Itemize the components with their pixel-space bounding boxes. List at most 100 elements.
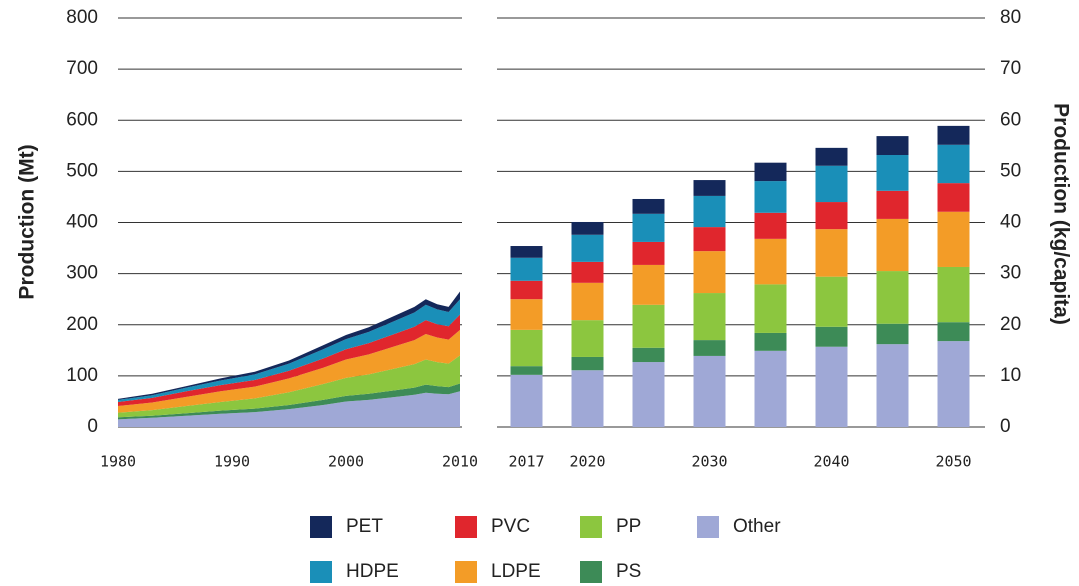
bar-segment [754,284,787,333]
legend-swatch [310,516,332,538]
area [118,314,460,407]
bar-segment [632,241,665,265]
bar-segment [693,227,726,252]
bar-segment [693,180,726,196]
y-tick-label: 200 [66,314,98,335]
x-tick-label: 2010 [442,453,478,471]
bar-segment [754,238,787,285]
bar-segment [510,366,543,375]
y-tick-label: 600 [66,109,98,130]
bar-segment [571,356,604,371]
y-tick-label: 0 [87,416,98,437]
y-tick-label: 700 [66,58,98,79]
bar-segment [571,282,604,321]
bar-segment [571,261,604,283]
bar-segment [815,202,848,230]
y2-tick-label: 60 [1000,109,1021,130]
x-tick-label: 2040 [813,453,849,471]
bar-segment [815,229,848,277]
y2-tick-label: 40 [1000,212,1021,233]
legend-swatch [455,516,477,538]
legend-swatch [455,561,477,583]
bar-segment [754,212,787,239]
y-tick-label: 800 [66,7,98,28]
x-tick-label: 1990 [214,453,250,471]
y2-tick-label: 10 [1000,365,1021,386]
bar-segment [632,264,665,305]
bar-segment [632,213,665,242]
bar-segment [754,181,787,213]
legend-label: LDPE [491,561,541,582]
bar-segment [510,280,543,300]
bar-segment [632,198,665,214]
bar-segment [693,293,726,341]
bar-segment [510,246,543,258]
x-tick-label: 2000 [328,453,364,471]
legend-swatch [580,561,602,583]
bar-segment [876,323,909,345]
area [118,329,460,413]
bar-segment [510,257,543,281]
bar-segment [510,299,543,330]
y-tick-label: 500 [66,160,98,181]
x-tick-label: 2020 [569,453,605,471]
bar-segment [632,347,665,363]
legend-label: PVC [491,516,530,537]
bar-segment [937,266,970,323]
y-tick-label: 400 [66,212,98,233]
x-tick-label: 2050 [935,453,971,471]
bar-segment [937,183,970,212]
bar-segment [693,251,726,294]
y2-tick-label: 80 [1000,7,1021,28]
x-tick-label: 2017 [508,453,544,471]
legend-label: PS [616,561,641,582]
x-tick-label: 1980 [100,453,136,471]
bar-segment [632,304,665,348]
bar-segment [937,322,970,342]
bar-segment [937,144,970,184]
bar-segment [815,147,848,166]
y-axis-label: Production (Mt) [16,144,39,299]
y2-tick-label: 0 [1000,416,1011,437]
y-tick-label: 100 [66,365,98,386]
bar-segment [754,350,787,427]
bar-segment [937,341,970,427]
area [118,291,460,400]
bar-segment [571,234,604,262]
bar-segment [876,271,909,324]
legend-swatch [310,561,332,583]
area [118,355,460,418]
bar-segment [815,326,848,347]
y-tick-label: 300 [66,263,98,284]
bar-segment [815,276,848,327]
bar-segment [876,155,909,191]
bar-segment [571,320,604,357]
y2-tick-label: 30 [1000,263,1021,284]
y2-tick-label: 50 [1000,160,1021,181]
y2-axis-label: Production (kg/capita) [1049,103,1072,325]
bar-segment [876,344,909,427]
legend-label: PET [346,516,383,537]
bar-segment [754,162,787,182]
x-tick-label: 2030 [691,453,727,471]
bar-segment [754,332,787,351]
bar-segment [571,221,604,235]
bar-segment [510,329,543,367]
legend-label: PP [616,516,641,537]
bar-segment [937,211,970,267]
bar-segment [876,136,909,156]
bar-segment [815,165,848,203]
legend-swatch [580,516,602,538]
bar-segment [571,370,604,427]
area [118,299,460,402]
y2-tick-label: 20 [1000,314,1021,335]
bar-segment [937,125,970,145]
legend-label: HDPE [346,561,399,582]
bar-segment [693,195,726,228]
bar-segment [693,340,726,356]
bar-segment [876,218,909,272]
bar-segment [815,346,848,427]
legend-label: Other [733,516,781,537]
legend-swatch [697,516,719,538]
